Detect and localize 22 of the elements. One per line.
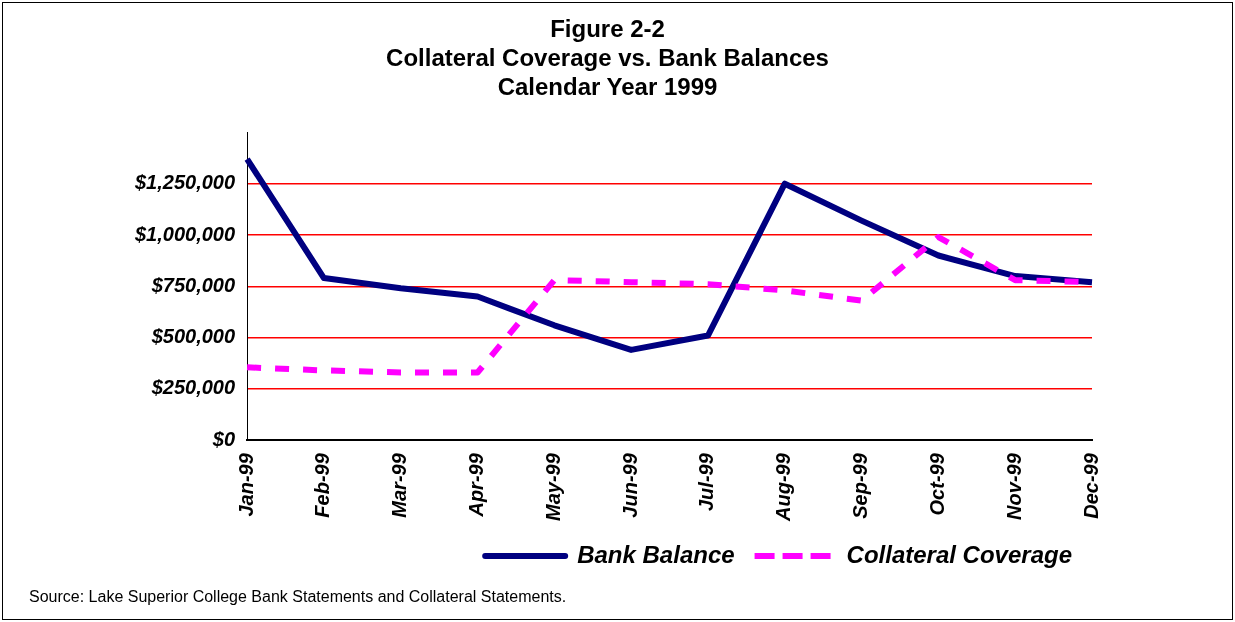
x-tick-label: Jan-99 bbox=[234, 452, 257, 517]
x-tick-label: Dec-99 bbox=[1079, 452, 1102, 519]
chart-title: Figure 2-2 Collateral Coverage vs. Bank Balances Calendar Year 1999 bbox=[386, 15, 829, 100]
y-tick-label: $500,000 bbox=[150, 325, 236, 348]
x-tick-label: Apr-99 bbox=[465, 452, 488, 518]
x-tick-label: May-99 bbox=[541, 452, 564, 521]
x-tick-label: Jul-99 bbox=[695, 452, 718, 511]
y-tick-label: $0 bbox=[211, 427, 236, 450]
y-tick-label: $250,000 bbox=[150, 376, 236, 399]
y-tick-label: $1,250,000 bbox=[133, 171, 236, 194]
source-note: Source: Lake Superior College Bank Statements and Collateral Statements. bbox=[29, 588, 567, 606]
x-tick-label: Aug-99 bbox=[772, 452, 795, 522]
legend-label: Collateral Coverage bbox=[846, 540, 1072, 568]
x-tick-label: Oct-99 bbox=[925, 452, 948, 516]
x-tick-label: Jun-99 bbox=[618, 452, 641, 518]
x-tick-label: Nov-99 bbox=[1002, 452, 1025, 520]
legend-label: Bank Balance bbox=[577, 540, 735, 568]
x-tick-label: Feb-99 bbox=[311, 452, 334, 518]
y-tick-label: $1,000,000 bbox=[133, 222, 236, 245]
y-tick-label: $750,000 bbox=[150, 273, 236, 296]
x-tick-label: Mar-99 bbox=[388, 452, 411, 518]
x-tick-label: Sep-99 bbox=[849, 452, 872, 519]
